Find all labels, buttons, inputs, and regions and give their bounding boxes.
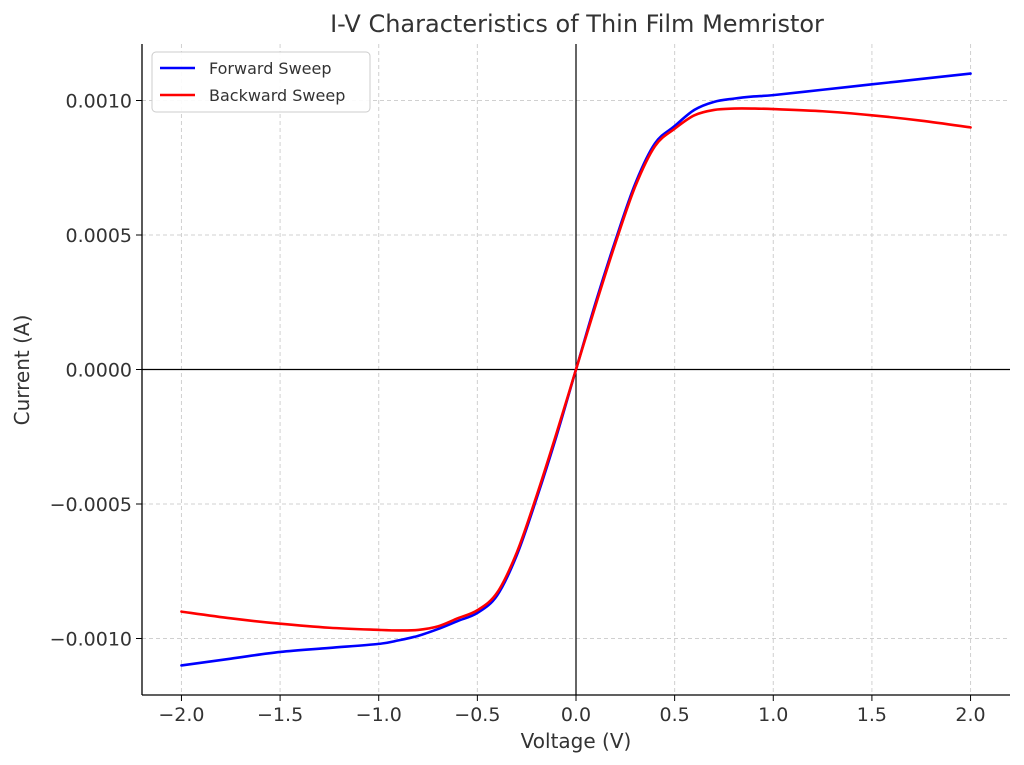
legend: Forward Sweep Backward Sweep (151, 51, 371, 113)
legend-box (151, 51, 371, 113)
x-tick-label: 0.0 (561, 704, 591, 726)
x-tick-label: −1.0 (356, 704, 402, 726)
y-tick-label: 0.0010 (66, 90, 132, 112)
y-tick-label: 0.0000 (66, 360, 132, 382)
x-tick-label: 0.5 (660, 704, 690, 726)
series-line-backward-sweep (180, 107, 972, 632)
chart-title: I-V Characteristics of Thin Film Memrist… (330, 10, 824, 38)
y-tick-label: 0.0005 (66, 225, 132, 247)
x-axis-ticks: −2.0 −1.5 −1.0 −0.5 0.0 0.5 1.0 1.5 2.0 (158, 695, 986, 726)
legend-label: Backward Sweep (209, 86, 345, 105)
x-tick-label: −1.5 (257, 704, 303, 726)
legend-label: Forward Sweep (209, 59, 332, 78)
y-tick-label: −0.0005 (50, 494, 132, 516)
series-lines (180, 72, 972, 667)
y-axis-ticks: −0.0010 −0.0005 0.0000 0.0005 0.0010 (50, 90, 142, 651)
y-axis-label: Current (A) (10, 315, 34, 426)
x-tick-label: 1.0 (758, 704, 788, 726)
x-tick-label: 2.0 (955, 704, 985, 726)
x-axis-label: Voltage (V) (521, 729, 632, 753)
x-tick-label: 1.5 (857, 704, 887, 726)
x-tick-label: −2.0 (158, 704, 204, 726)
y-tick-label: −0.0010 (50, 629, 132, 651)
x-tick-label: −0.5 (454, 704, 500, 726)
